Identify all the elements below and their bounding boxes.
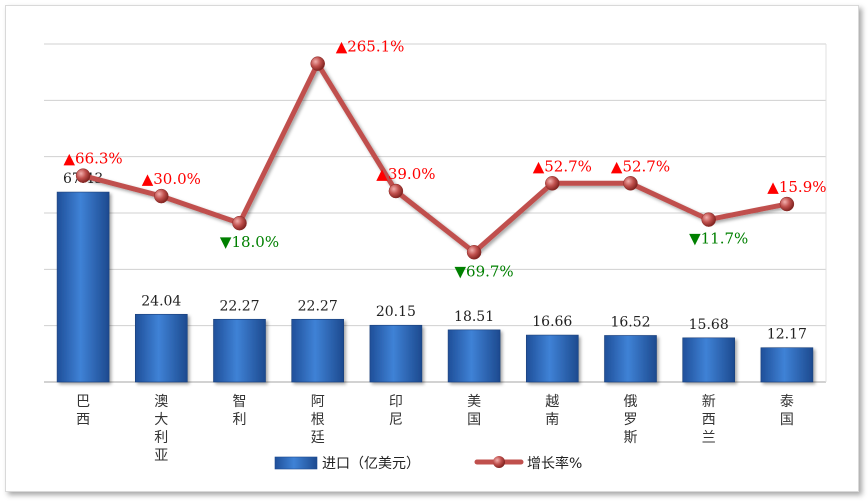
bar-value-label: 16.52 xyxy=(610,314,650,330)
bar xyxy=(604,335,657,383)
category-label: 智利 xyxy=(233,394,247,428)
chart-svg: 67.4324.0422.2722.2720.1518.5116.6616.52… xyxy=(44,38,827,472)
category-label: 澳大利亚 xyxy=(154,394,168,464)
line-point xyxy=(545,176,560,191)
rate-label: ▲39.0% xyxy=(376,165,435,183)
bar xyxy=(56,191,110,383)
bar-series xyxy=(56,191,814,383)
chart-frame: 67.4324.0422.2722.2720.1518.5116.6616.52… xyxy=(5,5,859,492)
category-label: 美国 xyxy=(467,394,481,428)
bar xyxy=(213,318,266,383)
rate-label: ▼18.0% xyxy=(220,233,279,251)
line-point xyxy=(701,212,716,227)
rate-label: ▲66.3% xyxy=(64,150,123,168)
bar-value-label: 22.27 xyxy=(298,298,338,314)
rate-label: ▼11.7% xyxy=(689,230,748,248)
rate-label: ▲15.9% xyxy=(767,178,826,196)
rate-label: ▲30.0% xyxy=(142,170,201,188)
line-point xyxy=(310,56,325,71)
rate-label: ▲265.1% xyxy=(336,38,405,56)
rate-label: ▼69.7% xyxy=(455,262,514,280)
rate-label: ▲52.7% xyxy=(533,157,592,175)
growth-rate-line xyxy=(82,61,788,255)
bar xyxy=(682,337,736,383)
bar-value-label: 12.17 xyxy=(767,327,807,343)
line-point xyxy=(779,196,795,212)
line-series xyxy=(75,56,795,260)
bar-value-label: 22.27 xyxy=(219,298,259,314)
bar xyxy=(135,313,188,383)
line-point xyxy=(466,245,482,260)
line-point xyxy=(623,176,638,191)
legend-line-marker xyxy=(493,456,505,468)
bar xyxy=(525,334,579,383)
category-label: 阿根廷 xyxy=(311,394,325,446)
line-point xyxy=(154,188,169,204)
bar-value-label: 18.51 xyxy=(454,309,494,325)
bar xyxy=(447,329,501,383)
bar-value-label: 20.15 xyxy=(376,304,416,320)
line-point xyxy=(232,215,247,231)
legend-line-label: 增长率% xyxy=(527,455,582,472)
legend-bar-swatch xyxy=(274,456,318,470)
category-label: 泰国 xyxy=(780,394,794,428)
legend: 进口（亿美元） 增长率% xyxy=(274,455,582,472)
line-point xyxy=(75,168,91,183)
category-label: 巴西 xyxy=(76,394,90,428)
category-axis-labels: 巴西 澳大利亚 智利 阿根廷 印尼 美国 越南 俄罗斯 新西兰 泰国 xyxy=(76,394,794,464)
legend-bar-label: 进口（亿美元） xyxy=(322,456,420,472)
bar xyxy=(291,318,345,383)
rate-labels: ▲66.3% ▲30.0% ▼18.0% ▲265.1% ▲39.0% ▼69.7% ▲52… xyxy=(64,38,827,281)
bar xyxy=(369,324,423,383)
category-label: 新西兰 xyxy=(702,394,716,446)
rate-label: ▲52.7% xyxy=(611,157,670,175)
bar-value-label: 24.04 xyxy=(141,293,181,309)
category-label: 俄罗斯 xyxy=(624,394,638,446)
line-point xyxy=(388,183,404,199)
bar xyxy=(760,347,814,383)
bar-value-label: 15.68 xyxy=(689,317,729,333)
bar-value-label: 16.66 xyxy=(532,314,572,330)
category-label: 印尼 xyxy=(389,394,403,428)
bar-value-labels: 67.4324.0422.2722.2720.1518.5116.6616.52… xyxy=(63,171,807,343)
category-label: 越南 xyxy=(545,394,559,428)
